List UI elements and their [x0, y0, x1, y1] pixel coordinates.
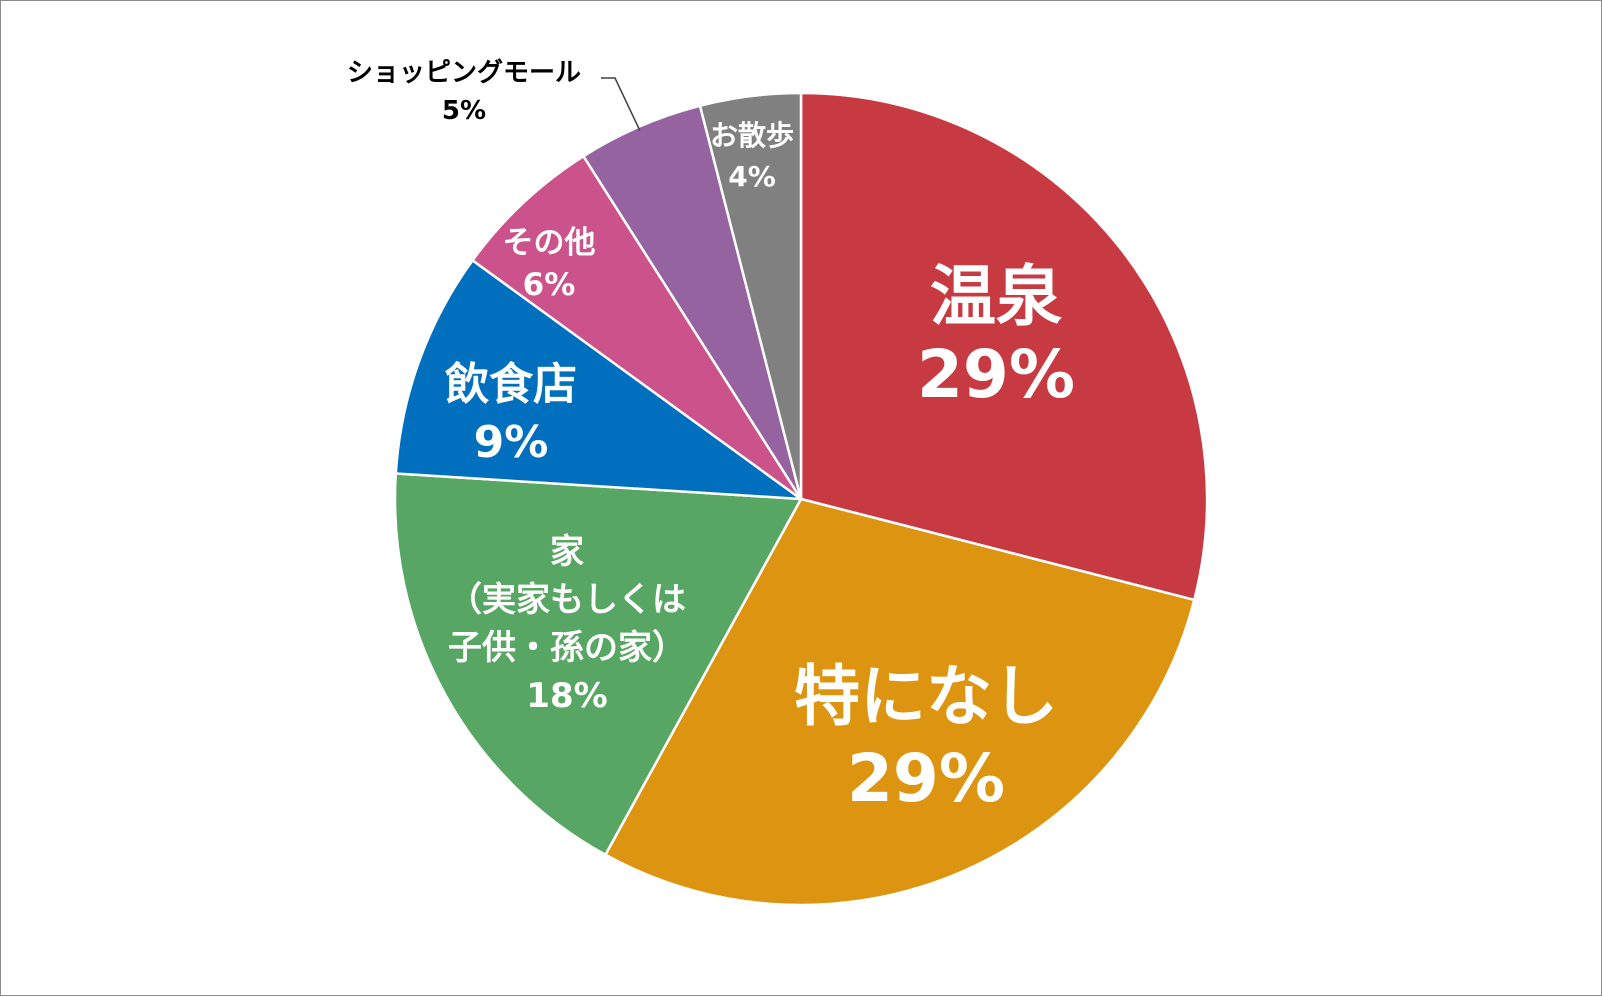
pie-slice-sonota[interactable] [471, 154, 803, 501]
pie-label-value-tokuninashi: 29% [847, 740, 1005, 817]
pie-label-category-tokuninashi: 特になし [794, 658, 1058, 735]
pie-label-value-inshokuten: 9% [474, 417, 549, 468]
pie-label-value-ie: 18% [526, 676, 607, 716]
leader-lines [601, 77, 641, 131]
pie-label-sonota: その他 6% [503, 225, 596, 303]
pie-label-category-onsen: 温泉 [930, 258, 1062, 335]
pie-labels: 温泉29%特になし29%家（実家もしくは子供・孫の家）18%飲食店9%その他6%… [347, 58, 1075, 817]
pie-label-osanpo: お散歩 4% [710, 119, 794, 193]
pie-label-category-ie: 家 [550, 532, 584, 572]
pie-label-category-ie: 子供・孫の家） [448, 628, 686, 668]
pie-slice-ie[interactable] [393, 472, 803, 857]
pie-label-inshokuten: 飲食店 9% [445, 359, 577, 468]
leader-line-shopping [601, 77, 641, 131]
pie-slice-inshokuten[interactable] [394, 259, 803, 501]
pie-label-shopping: ショッピングモール 5% [347, 58, 581, 126]
pie-label-category-sonota: その他 [503, 225, 596, 261]
pie-slice-tokuninashi[interactable] [604, 497, 1196, 907]
pie-label-category-ie: （実家もしくは [448, 580, 686, 620]
pie-slices [393, 91, 1209, 907]
pie-label-value-sonota: 6% [523, 267, 576, 303]
pie-label-category-inshokuten: 飲食店 [445, 359, 577, 410]
pie-slice-osanpo[interactable] [698, 91, 803, 501]
pie-label-category-shopping: ショッピングモール [347, 58, 581, 88]
pie-label-value-onsen: 29% [917, 336, 1075, 413]
pie-label-value-osanpo: 4% [728, 160, 776, 193]
pie-slice-onsen[interactable] [799, 91, 1209, 602]
pie-label-category-osanpo: お散歩 [710, 119, 794, 152]
pie-label-value-shopping: 5% [442, 96, 486, 126]
